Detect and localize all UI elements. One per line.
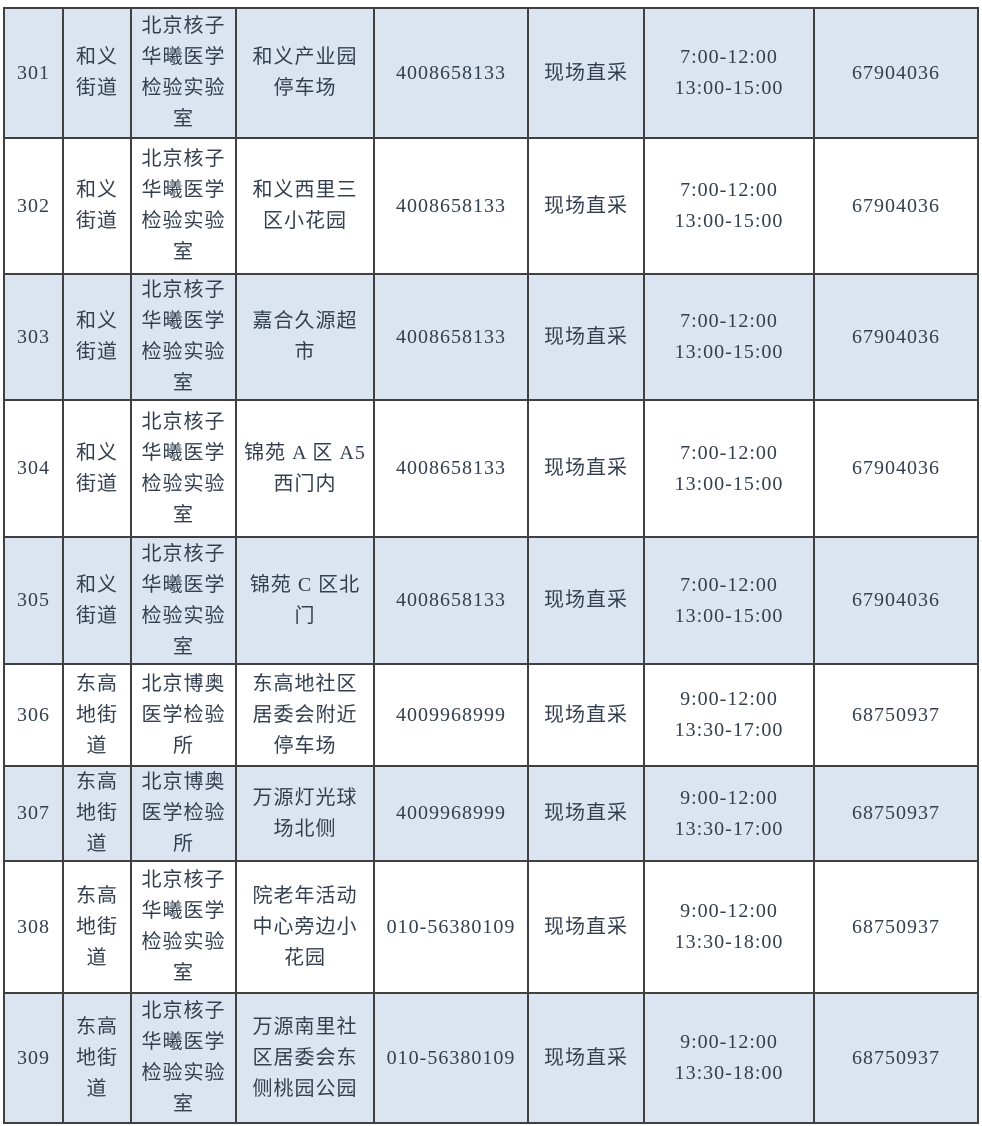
cell-collection-method: 现场直采 — [527, 663, 645, 767]
cell-hours: 9:00-12:00 13:30-18:00 — [643, 860, 815, 994]
cell-contact-phone: 67904036 — [813, 399, 979, 538]
cell-lab-name: 北京博奥 医学检验 所 — [130, 765, 237, 862]
sites-table-body: 301 和义 街道 北京核子 华曦医学 检验实验 室和义产业园 停车场 4008658… — [3, 7, 979, 1124]
cell-contact-phone: 67904036 — [813, 536, 979, 665]
cell-row-number: 304 — [3, 399, 64, 538]
cell-hours: 9:00-12:00 13:30-18:00 — [643, 992, 815, 1124]
cell-contact-phone: 68750937 — [813, 992, 979, 1124]
cell-collection-method: 现场直采 — [527, 7, 645, 139]
cell-site-location: 和义西里三 区小花园 — [235, 137, 375, 275]
cell-contact-phone: 67904036 — [813, 137, 979, 275]
table-row: 308 东高 地街 道北京核子 华曦医学 检验实验 室院老年活动 中心旁边小 花园… — [3, 860, 979, 994]
cell-street: 东高 地街 道 — [62, 765, 132, 862]
cell-lab-name: 北京核子 华曦医学 检验实验 室 — [130, 137, 237, 275]
table-row: 306 东高 地街 道北京博奥 医学检验 所东高地社区 居委会附近 停车场 4009… — [3, 663, 979, 767]
cell-lab-name: 北京核子 华曦医学 检验实验 室 — [130, 7, 237, 139]
cell-hours: 7:00-12:00 13:00-15:00 — [643, 137, 815, 275]
cell-street: 和义 街道 — [62, 7, 132, 139]
cell-phone: 4008658133 — [373, 7, 529, 139]
cell-phone: 4008658133 — [373, 273, 529, 401]
cell-street: 东高 地街 道 — [62, 992, 132, 1124]
cell-contact-phone: 68750937 — [813, 663, 979, 767]
cell-collection-method: 现场直采 — [527, 992, 645, 1124]
cell-hours: 7:00-12:00 13:00-15:00 — [643, 536, 815, 665]
cell-collection-method: 现场直采 — [527, 137, 645, 275]
cell-collection-method: 现场直采 — [527, 860, 645, 994]
table-row: 303 和义 街道 北京核子 华曦医学 检验实验 室嘉合久源超 市 400865813… — [3, 273, 979, 401]
cell-hours: 9:00-12:00 13:30-17:00 — [643, 663, 815, 767]
cell-site-location: 万源南里社 区居委会东 侧桃园公园 — [235, 992, 375, 1124]
cell-lab-name: 北京核子 华曦医学 检验实验 室 — [130, 273, 237, 401]
cell-contact-phone: 68750937 — [813, 765, 979, 862]
cell-street: 东高 地街 道 — [62, 663, 132, 767]
cell-street: 东高 地街 道 — [62, 860, 132, 994]
cell-row-number: 305 — [3, 536, 64, 665]
cell-phone: 010-56380109 — [373, 992, 529, 1124]
cell-contact-phone: 68750937 — [813, 860, 979, 994]
cell-collection-method: 现场直采 — [527, 273, 645, 401]
cell-phone: 4008658133 — [373, 536, 529, 665]
table-row: 302 和义 街道 北京核子 华曦医学 检验实验 室和义西里三 区小花园 400865… — [3, 137, 979, 275]
sites-table: 301 和义 街道 北京核子 华曦医学 检验实验 室和义产业园 停车场 4008658… — [3, 7, 979, 1124]
cell-lab-name: 北京博奥 医学检验 所 — [130, 663, 237, 767]
cell-lab-name: 北京核子 华曦医学 检验实验 室 — [130, 992, 237, 1124]
cell-hours: 9:00-12:00 13:30-17:00 — [643, 765, 815, 862]
cell-site-location: 嘉合久源超 市 — [235, 273, 375, 401]
cell-collection-method: 现场直采 — [527, 765, 645, 862]
cell-hours: 7:00-12:00 13:00-15:00 — [643, 399, 815, 538]
cell-row-number: 302 — [3, 137, 64, 275]
cell-lab-name: 北京核子 华曦医学 检验实验 室 — [130, 399, 237, 538]
document-page: 301 和义 街道 北京核子 华曦医学 检验实验 室和义产业园 停车场 4008658… — [0, 7, 982, 1124]
cell-phone: 4008658133 — [373, 137, 529, 275]
cell-phone: 4008658133 — [373, 399, 529, 538]
cell-contact-phone: 67904036 — [813, 273, 979, 401]
cell-site-location: 院老年活动 中心旁边小 花园 — [235, 860, 375, 994]
cell-row-number: 309 — [3, 992, 64, 1124]
cell-lab-name: 北京核子 华曦医学 检验实验 室 — [130, 860, 237, 994]
table-row: 305 和义 街道 北京核子 华曦医学 检验实验 室锦苑 C 区北 门 4008658… — [3, 536, 979, 665]
cell-phone: 4009968999 — [373, 765, 529, 862]
cell-phone: 010-56380109 — [373, 860, 529, 994]
cell-site-location: 锦苑 A 区 A5 西门内 — [235, 399, 375, 538]
cell-street: 和义 街道 — [62, 273, 132, 401]
cell-street: 和义 街道 — [62, 137, 132, 275]
cell-contact-phone: 67904036 — [813, 7, 979, 139]
cell-row-number: 303 — [3, 273, 64, 401]
cell-street: 和义 街道 — [62, 399, 132, 538]
cell-site-location: 锦苑 C 区北 门 — [235, 536, 375, 665]
cell-hours: 7:00-12:00 13:00-15:00 — [643, 7, 815, 139]
table-row: 301 和义 街道 北京核子 华曦医学 检验实验 室和义产业园 停车场 4008658… — [3, 7, 979, 139]
cell-row-number: 306 — [3, 663, 64, 767]
table-row: 309 东高 地街 道北京核子 华曦医学 检验实验 室万源南里社 区居委会东 侧桃… — [3, 992, 979, 1124]
cell-collection-method: 现场直采 — [527, 399, 645, 538]
cell-collection-method: 现场直采 — [527, 536, 645, 665]
cell-hours: 7:00-12:00 13:00-15:00 — [643, 273, 815, 401]
cell-site-location: 和义产业园 停车场 — [235, 7, 375, 139]
table-row: 307 东高 地街 道北京博奥 医学检验 所万源灯光球 场北侧 4009968999… — [3, 765, 979, 862]
cell-row-number: 308 — [3, 860, 64, 994]
cell-site-location: 万源灯光球 场北侧 — [235, 765, 375, 862]
table-row: 304 和义 街道 北京核子 华曦医学 检验实验 室锦苑 A 区 A5 西门内 400… — [3, 399, 979, 538]
cell-row-number: 307 — [3, 765, 64, 862]
cell-row-number: 301 — [3, 7, 64, 139]
cell-phone: 4009968999 — [373, 663, 529, 767]
cell-lab-name: 北京核子 华曦医学 检验实验 室 — [130, 536, 237, 665]
cell-site-location: 东高地社区 居委会附近 停车场 — [235, 663, 375, 767]
cell-street: 和义 街道 — [62, 536, 132, 665]
